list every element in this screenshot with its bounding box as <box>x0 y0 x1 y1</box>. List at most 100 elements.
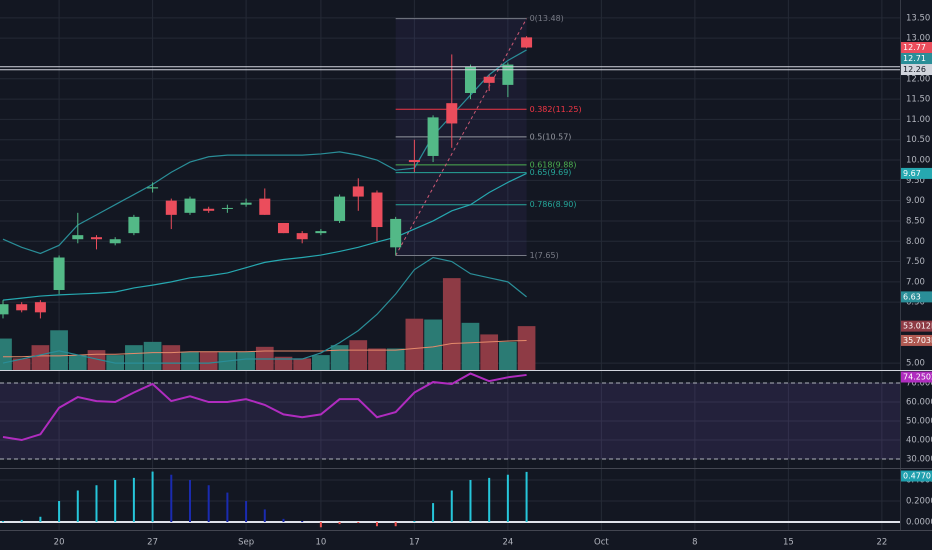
candle-body <box>109 239 121 244</box>
y-tick-label: 12.00 <box>906 74 930 84</box>
x-tick-label: 20 <box>54 538 65 548</box>
fib-label: 0.5(10.57) <box>530 132 572 141</box>
candle-body <box>427 117 439 156</box>
y-tick-label: 13.00 <box>906 34 930 44</box>
y-tick-label: 7.00 <box>906 277 925 287</box>
volume-bar <box>330 345 349 370</box>
volume-bar <box>143 341 162 370</box>
x-tick-label: 24 <box>502 538 513 548</box>
volume-bar <box>349 340 368 370</box>
volume-bar <box>424 319 442 370</box>
candle-body <box>259 198 271 215</box>
x-tick-label: 15 <box>783 538 794 548</box>
fib-label: 0(13.48) <box>530 14 564 23</box>
value-label: 74.2502 <box>903 373 932 382</box>
histogram-bar <box>432 503 435 523</box>
candle-body <box>334 196 346 221</box>
candle-body <box>16 304 28 311</box>
histogram-bar <box>506 474 509 523</box>
histogram-bar <box>207 485 210 523</box>
y-tick-label: 10.00 <box>906 156 930 166</box>
y-tick-label: 11.00 <box>906 115 930 125</box>
x-tick-label: Oct <box>594 538 609 548</box>
value-label: 53.012M <box>903 322 932 331</box>
x-tick-label: 17 <box>409 538 420 548</box>
volume-bar <box>0 338 12 370</box>
histogram-bar <box>58 500 61 523</box>
candle-body <box>483 76 495 83</box>
candle-body <box>0 304 9 315</box>
histogram-bar <box>282 518 285 523</box>
fib-label: 0.618(9.88) <box>530 160 577 169</box>
histogram-bar <box>488 477 491 523</box>
volume-bar <box>480 334 499 370</box>
volume-bar <box>31 345 50 370</box>
histogram-bar <box>245 500 248 523</box>
candle-body <box>502 64 514 85</box>
volume-bar <box>162 345 181 370</box>
candle-body <box>352 186 364 197</box>
histogram-bar <box>39 516 42 523</box>
band-line <box>2 256 527 364</box>
volume-bar <box>12 358 31 370</box>
volume-bar <box>442 278 461 370</box>
volume-bar <box>255 346 274 370</box>
volume-bar <box>499 341 517 370</box>
histogram-bar <box>20 519 23 523</box>
histogram-bar <box>95 485 98 523</box>
volume-bar <box>386 348 405 370</box>
value-box <box>901 334 932 346</box>
value-label: 12.77 <box>903 43 926 52</box>
value-box <box>901 167 932 179</box>
histogram-bar <box>263 509 266 523</box>
rsi-band <box>0 383 900 460</box>
candle-body <box>446 103 458 124</box>
volume-bar <box>312 355 330 370</box>
volume-bar <box>87 350 106 370</box>
fib-label: 1(7.65) <box>530 251 559 260</box>
y-tick-label: 8.50 <box>906 216 925 226</box>
x-tick-label: 27 <box>147 538 158 548</box>
histogram-bar <box>301 520 304 523</box>
candle-body <box>221 207 233 209</box>
y-tick-label: 7.50 <box>906 257 925 267</box>
candle-body <box>277 222 289 234</box>
candle-body <box>72 235 84 240</box>
value-label: 12.71 <box>903 54 926 63</box>
candle-body <box>408 160 420 163</box>
y-tick-label: 8.00 <box>906 237 925 247</box>
volume-bar <box>125 345 143 370</box>
histogram-bar <box>413 520 416 523</box>
value-box <box>901 320 932 332</box>
candle-body <box>128 216 140 234</box>
value-box <box>901 64 932 76</box>
value-box <box>901 470 932 482</box>
volume-bar <box>274 356 293 370</box>
candle-body <box>203 208 215 211</box>
x-tick-label: Sep <box>238 538 254 548</box>
y-tick-label: 13.50 <box>906 13 930 23</box>
fib-label: 0.786(8.90) <box>530 200 577 209</box>
histogram-bar <box>132 477 135 523</box>
candle-body <box>165 200 177 215</box>
value-label: 9.67 <box>903 169 921 178</box>
histogram-bar <box>469 479 472 523</box>
histogram-bar <box>319 522 322 528</box>
histogram-bar <box>525 471 528 523</box>
candle-body <box>521 37 533 48</box>
x-tick-label: 10 <box>315 538 326 548</box>
histogram-bar <box>450 490 453 523</box>
value-box <box>901 42 932 54</box>
value-box <box>901 291 932 303</box>
volume-bar <box>181 351 199 370</box>
volume-bar <box>50 330 68 370</box>
candle-body <box>147 187 159 189</box>
candle-body <box>371 192 383 228</box>
volume-bar <box>517 326 536 370</box>
candle-body <box>464 66 476 94</box>
